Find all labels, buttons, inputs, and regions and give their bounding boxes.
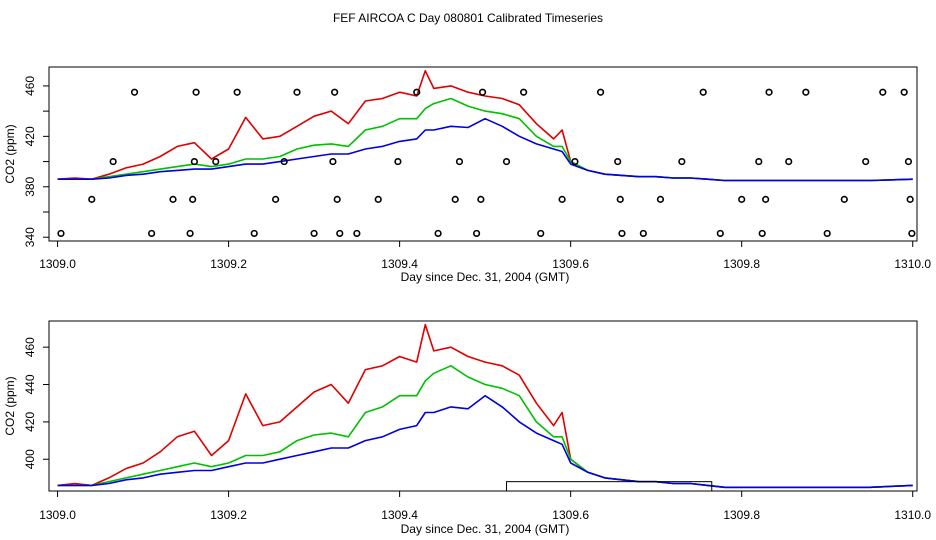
series-line-red: [57, 70, 913, 182]
scatter-marker: [374, 195, 382, 203]
scatter-marker: [190, 157, 198, 166]
scatter-marker: [900, 88, 908, 96]
scatter-marker: [212, 157, 220, 166]
annotation-box: [506, 481, 713, 492]
y-tick-label: 340: [23, 227, 37, 247]
scatter-marker: [169, 195, 177, 203]
scatter-marker: [186, 229, 194, 238]
scatter-marker: [879, 88, 887, 96]
x-tick-label: 1309.8: [723, 257, 760, 271]
scatter-marker: [755, 157, 763, 166]
scatter-marker: [434, 229, 442, 238]
scatter-marker: [765, 88, 773, 96]
y-tick-label: 400: [23, 449, 37, 469]
plot-frame: [48, 66, 918, 242]
x-tick-label: 1309.6: [552, 257, 589, 271]
series-line-red: [57, 323, 913, 489]
scatter-marker: [394, 157, 402, 166]
scatter-marker: [785, 157, 793, 166]
scatter-marker: [233, 88, 241, 96]
y-tick-label: 440: [23, 374, 37, 394]
x-tick-label: 1309.2: [210, 257, 247, 271]
scatter-marker: [520, 88, 528, 96]
series-line-blue: [57, 394, 913, 489]
y-tick-label: 420: [23, 126, 37, 146]
scatter-marker: [455, 157, 464, 166]
series-line-green: [57, 97, 913, 182]
x-axis-label: Day since Dec. 31, 2004 (GMT): [401, 522, 570, 536]
x-tick-label: 1310.0: [894, 508, 931, 522]
bottom-panel: 1309.0 1309.2 1309.4 1309.6 1309.8 1310.0 400 4…: [3, 320, 931, 536]
scatter-marker: [130, 88, 139, 96]
scatter-marker: [293, 88, 301, 96]
plot-area: [57, 323, 913, 489]
scatter-marker: [333, 195, 341, 203]
y-axis-label: CO2 (ppm): [3, 376, 17, 435]
scatter-marker: [618, 229, 626, 238]
scatter-marker: [192, 88, 200, 96]
scatter-marker: [310, 229, 318, 238]
scatter-marker: [331, 88, 339, 96]
scatter-marker: [716, 229, 724, 238]
x-tick-label: 1309.4: [381, 257, 418, 271]
scatter-marker: [88, 195, 96, 203]
scatter-marker: [699, 88, 707, 96]
scatter-marker: [272, 195, 280, 203]
x-axis-label: Day since Dec. 31, 2004 (GMT): [401, 270, 570, 284]
series-line-green: [57, 364, 913, 489]
scatter-marker: [862, 157, 870, 166]
x-tick-label: 1309.0: [39, 257, 76, 271]
scatter-marker: [329, 157, 337, 166]
scatter-marker: [189, 195, 197, 203]
scatter-marker: [596, 88, 605, 96]
plot-area: [57, 70, 913, 182]
y-tick-label: 460: [23, 337, 37, 357]
scatter-marker: [906, 195, 914, 203]
scatter-marker: [571, 157, 579, 166]
y-tick-label: 420: [23, 412, 37, 432]
figure-title: FEF AIRCOA C Day 080801 Calibrated Times…: [333, 11, 603, 25]
scatter-marker: [823, 229, 831, 238]
x-tick-label: 1310.0: [894, 257, 931, 271]
scatter-marker: [477, 195, 485, 203]
scatter-marker: [678, 157, 686, 166]
scatter-marker: [336, 229, 344, 238]
scatter-marker: [762, 195, 770, 203]
scatter-marker: [614, 157, 622, 166]
scatter-marker: [802, 88, 810, 96]
x-tick-label: 1309.4: [381, 508, 418, 522]
scatter-marker: [478, 88, 487, 96]
y-tick-label: 380: [23, 176, 37, 196]
series-line-blue: [57, 117, 913, 182]
plot-frame: [48, 320, 918, 492]
scatter-marker: [57, 229, 65, 238]
scatter-marker: [353, 229, 361, 238]
scatter-marker: [413, 88, 421, 96]
top-panel: 1309.0 1309.2 1309.4 1309.6 1309.8 1310.0 340 3…: [3, 66, 931, 284]
scatter-marker: [639, 229, 647, 238]
x-tick-label: 1309.2: [210, 508, 247, 522]
scatter-marker: [537, 229, 545, 238]
x-tick-label: 1309.6: [552, 508, 589, 522]
scatter-marker: [904, 157, 913, 166]
scatter-marker: [250, 229, 258, 238]
scatter-marker: [502, 157, 511, 166]
scatter-marker: [908, 229, 916, 238]
scatter-marker: [148, 229, 156, 238]
scatter-marker: [472, 229, 481, 238]
x-tick-label: 1309.8: [723, 508, 760, 522]
scatter-marker: [840, 195, 848, 203]
scatter-marker: [738, 195, 746, 203]
scatter-marker: [758, 229, 766, 238]
scatter-marker: [451, 195, 459, 203]
x-tick-label: 1309.0: [39, 508, 76, 522]
scatter-marker: [656, 195, 665, 203]
scatter-marker: [109, 157, 117, 166]
y-axis-label: CO2 (ppm): [3, 124, 17, 183]
scatter-marker: [558, 195, 566, 203]
scatter-marker: [280, 157, 288, 166]
scatter-marker: [616, 195, 624, 203]
y-tick-label: 460: [23, 76, 37, 96]
